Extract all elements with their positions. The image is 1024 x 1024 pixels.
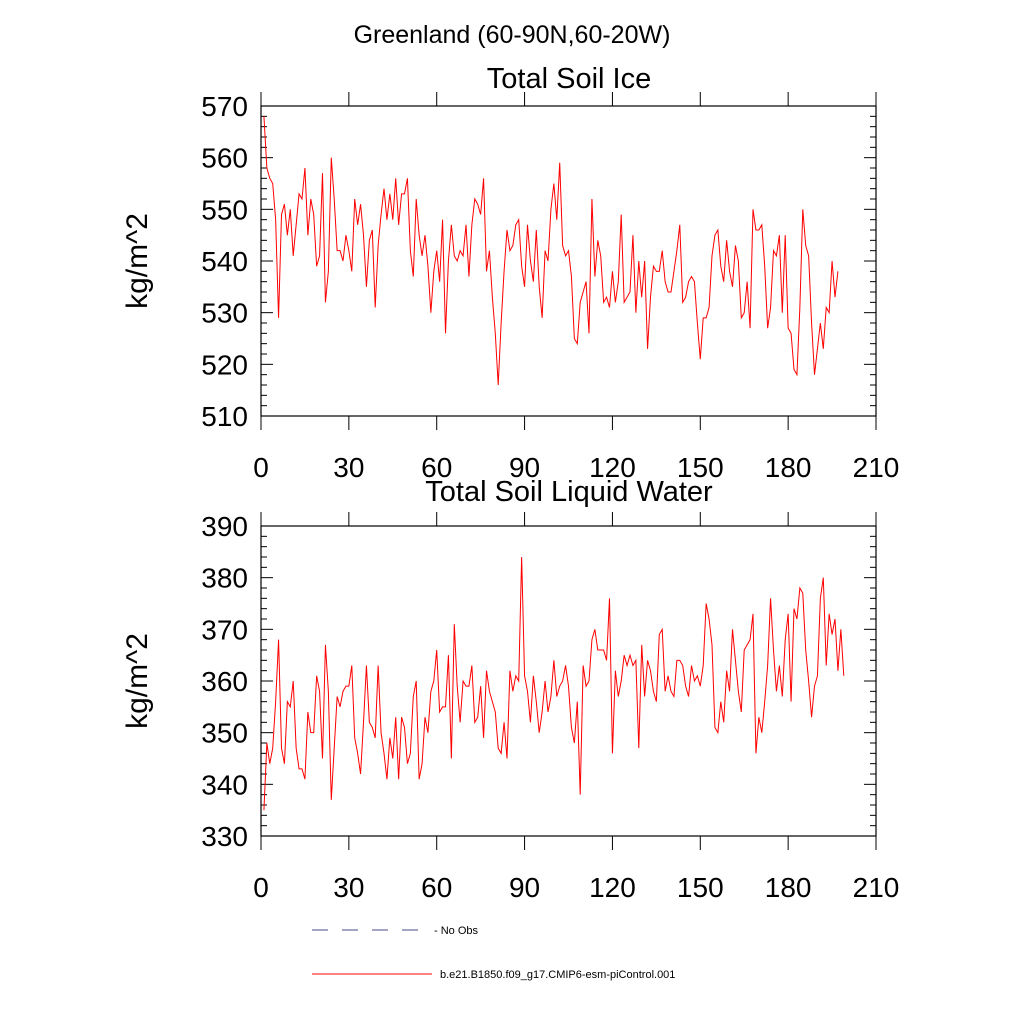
x-tick-label: 90 — [509, 452, 540, 483]
y-axis-label-soil-ice: kg/m^2 — [121, 213, 154, 309]
y-tick-label: 330 — [201, 821, 248, 852]
x-tick-label: 120 — [589, 452, 636, 483]
x-tick-label: 30 — [333, 452, 364, 483]
x-tick-label: 120 — [589, 872, 636, 903]
series-line-soil-liquid-water — [263, 556, 845, 811]
y-tick-label: 350 — [201, 718, 248, 749]
y-tick-label: 380 — [201, 563, 248, 594]
legend-model-label: b.e21.B1850.f09_g17.CMIP6-esm-piControl.… — [440, 969, 675, 981]
y-tick-label: 550 — [201, 194, 248, 225]
x-tick-label: 60 — [421, 872, 452, 903]
y-tick-label: 520 — [201, 349, 248, 380]
x-tick-label: 180 — [765, 872, 812, 903]
legend-no-obs-label: - No Obs — [434, 925, 479, 937]
panel-title-soil-liquid-water: Total Soil Liquid Water — [425, 476, 713, 508]
x-tick-label: 150 — [677, 872, 724, 903]
x-tick-labels-soil-ice: 0 30 60 90 120 150 180 210 — [253, 452, 899, 483]
y-tick-label: 390 — [201, 511, 248, 542]
y-tick-label: 530 — [201, 298, 248, 329]
x-tick-label: 90 — [509, 872, 540, 903]
series-line-soil-ice — [263, 116, 839, 386]
x-tick-label: 150 — [677, 452, 724, 483]
y-tick-label: 340 — [201, 769, 248, 800]
x-tick-label: 0 — [253, 452, 269, 483]
y-tick-label: 560 — [201, 143, 248, 174]
axis-ticks-soil-ice — [260, 92, 877, 430]
x-tick-label: 210 — [853, 452, 900, 483]
y-tick-label: 360 — [201, 666, 248, 697]
axis-ticks-soil-liquid-water — [260, 512, 877, 850]
panel-total-soil-ice: Total Soil Ice kg/m^2 510 520 530 540 550 560… — [121, 63, 899, 483]
figure-suptitle: Greenland (60-90N,60-20W) — [354, 21, 671, 49]
x-tick-labels-soil-liquid-water: 0 30 60 90 120 150 180 210 — [253, 872, 899, 903]
y-tick-labels-soil-liquid-water: 330 340 350 360 370 380 390 — [201, 511, 248, 852]
y-tick-label: 540 — [201, 246, 248, 277]
x-tick-label: 0 — [253, 872, 269, 903]
panel-total-soil-liquid-water: Total Soil Liquid Water kg/m^2 330 340 350… — [121, 476, 899, 903]
x-tick-label: 210 — [853, 872, 900, 903]
x-tick-label: 30 — [333, 872, 364, 903]
y-axis-label-soil-liquid-water: kg/m^2 — [121, 633, 154, 729]
y-tick-label: 510 — [201, 401, 248, 432]
legend: - No Obs b.e21.B1850.f09_g17.CMIP6-esm-p… — [312, 925, 675, 981]
panel-title-soil-ice: Total Soil Ice — [487, 63, 651, 95]
plot-frame-soil-liquid-water — [260, 525, 877, 837]
y-tick-label: 570 — [201, 91, 248, 122]
y-tick-label: 370 — [201, 614, 248, 645]
x-tick-label: 60 — [421, 452, 452, 483]
x-tick-label: 180 — [765, 452, 812, 483]
y-tick-labels-soil-ice: 510 520 530 540 550 560 570 — [201, 91, 248, 432]
